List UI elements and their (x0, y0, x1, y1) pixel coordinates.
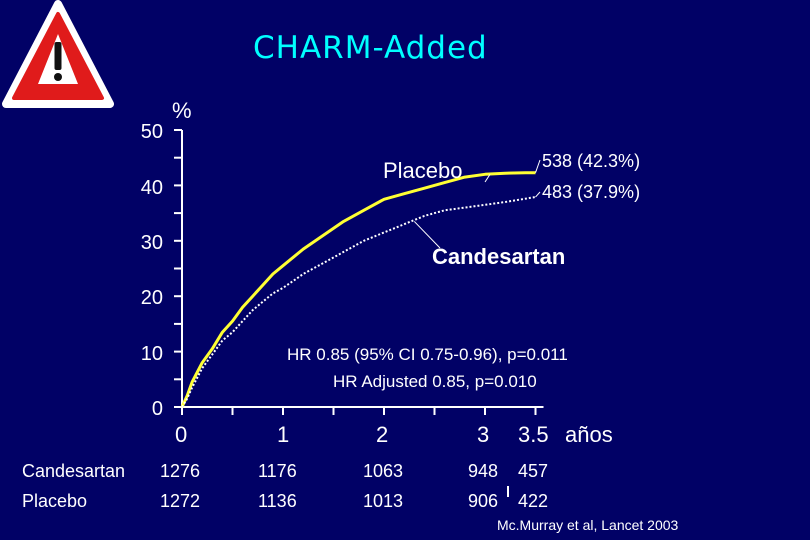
leader-line-candesartan-label (413, 221, 441, 249)
y-tick-label: 10 (140, 343, 163, 365)
y-axis-label: % (172, 98, 192, 123)
risk-cell: 422 (518, 491, 549, 511)
series-line-candesartan (181, 196, 536, 408)
x-tick-label: 0 (175, 422, 188, 447)
risk-cell: 1272 (160, 491, 201, 511)
series-layer (180, 159, 541, 408)
risk-cell: 948 (468, 461, 499, 481)
axes (174, 129, 544, 415)
risk-cell: 1136 (258, 491, 297, 511)
leader-line-placebo (535, 159, 541, 173)
y-tick-label: 50 (140, 121, 163, 143)
x-tick-label: 3 (477, 422, 490, 447)
risk-cell: 1176 (258, 461, 297, 481)
risk-cell: 906 (468, 491, 499, 511)
x-tick-label: 1 (277, 422, 290, 447)
series-label-placebo: Placebo (383, 158, 463, 183)
risk-cell: 1063 (363, 461, 404, 481)
hr-annotation: HR 0.85 (95% CI 0.75-0.96), p=0.011 (287, 345, 568, 364)
citation: Mc.Murray et al, Lancet 2003 (497, 517, 679, 533)
risk-cell: 457 (518, 461, 549, 481)
x-axis-label: años (565, 422, 613, 447)
series-line-placebo (180, 171, 536, 408)
risk-row-label: Candesartan (22, 461, 126, 481)
y-tick-label: 30 (140, 232, 163, 254)
chart-title: CHARM-Added (253, 30, 488, 66)
leader-line-placebo-label (484, 174, 491, 183)
y-tick-label: 40 (140, 177, 163, 199)
leader-line-candesartan (535, 191, 541, 198)
risk-row-label: Placebo (22, 491, 88, 511)
y-tick-label: 0 (151, 398, 163, 420)
risk-cell: 1013 (363, 491, 404, 511)
series-label-candesartan: Candesartan (432, 244, 566, 269)
x-tick-label: 2 (376, 422, 389, 447)
y-tick-label: 20 (140, 287, 163, 309)
risk-cell: 1276 (160, 461, 201, 481)
risk-table-divider (507, 486, 509, 497)
x-tick-label: 3.5 (518, 422, 549, 447)
end-label-placebo: 538 (42.3%) (542, 151, 641, 171)
hr-adjusted-annotation: HR Adjusted 0.85, p=0.010 (333, 372, 537, 391)
warning-triangle-icon (2, 0, 114, 108)
end-label-candesartan: 483 (37.9%) (542, 182, 641, 202)
